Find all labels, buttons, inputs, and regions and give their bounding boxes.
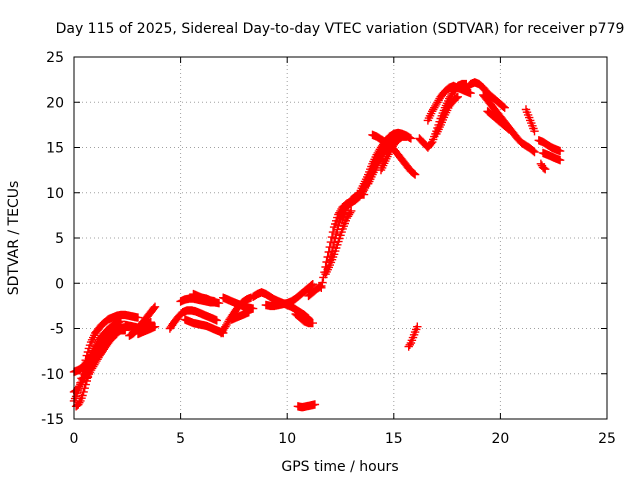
series-track-afternoon-e: [261, 280, 317, 311]
series-track-isolated-low: [293, 400, 320, 412]
x-tick-label: 10: [278, 431, 296, 447]
x-tick-label: 15: [385, 431, 403, 447]
data-points: [338, 190, 369, 225]
x-axis-label: GPS time / hours: [281, 459, 398, 475]
chart-title: Day 115 of 2025, Sidereal Day-to-day VTE…: [56, 21, 625, 37]
data-points: [82, 329, 121, 383]
data-points: [133, 322, 160, 339]
y-tick-label: 20: [46, 95, 64, 111]
series-track-evening-rise-d: [338, 190, 369, 225]
series-track-night-c: [432, 92, 462, 139]
series-track-evening-rise-c: [321, 206, 356, 279]
series-track-afternoon-f: [291, 309, 317, 328]
series-track-late-a: [521, 105, 539, 136]
data-points: [534, 136, 565, 156]
data-points: [189, 289, 219, 306]
data-points: [404, 322, 422, 351]
x-tick-label: 0: [70, 431, 79, 447]
series-track-late-b: [534, 136, 565, 156]
series-track-afternoon-c: [227, 308, 253, 324]
y-tick-label: 25: [46, 50, 64, 66]
data-points: [521, 105, 539, 136]
series-track-midday-a: [165, 306, 221, 333]
data-points: [121, 318, 155, 332]
series-track-afternoon-b: [219, 293, 258, 313]
series-track-evening-f: [368, 130, 420, 179]
data-points: [227, 308, 253, 324]
tick-labels: 0 5 10 15 20 25 -15 -10 -5 0 5 10 15 20 25: [41, 50, 616, 447]
y-tick-label: 15: [46, 141, 64, 157]
data-points: [291, 309, 317, 328]
data-points: [432, 92, 462, 139]
series-track-midday-d: [189, 289, 219, 306]
series-track-early-e: [82, 329, 121, 383]
data-points: [462, 78, 509, 112]
y-tick-label: -15: [41, 412, 64, 428]
data-points: [536, 159, 550, 174]
series-track-morning-b: [121, 318, 155, 332]
y-tick-label: 0: [55, 276, 64, 292]
data-points: [293, 400, 320, 412]
data-points: [538, 148, 565, 165]
series-track-late-d: [536, 159, 550, 174]
data-points: [261, 280, 317, 311]
series-track-late-c: [538, 148, 565, 165]
y-tick-label: 10: [46, 186, 64, 202]
data-points: [165, 306, 221, 333]
series-track-night-dip: [404, 322, 422, 351]
x-tick-label: 20: [491, 431, 509, 447]
y-tick-label: -5: [50, 322, 64, 338]
data-points: [219, 293, 258, 313]
data-points: [321, 206, 356, 279]
y-tick-label: 5: [55, 231, 64, 247]
y-axis-label: SDTVAR / TECUs: [6, 181, 22, 296]
data-points: [483, 107, 514, 134]
data-points: [368, 130, 420, 179]
y-tick-label: -10: [41, 367, 64, 383]
series-track-morning-c: [133, 322, 160, 339]
series-track-night-d: [462, 78, 509, 112]
plot-frame: [73, 56, 608, 420]
x-tick-label: 5: [176, 431, 185, 447]
data-series: [69, 78, 565, 412]
x-tick-label: 25: [598, 431, 616, 447]
series-track-night-f: [483, 107, 514, 134]
